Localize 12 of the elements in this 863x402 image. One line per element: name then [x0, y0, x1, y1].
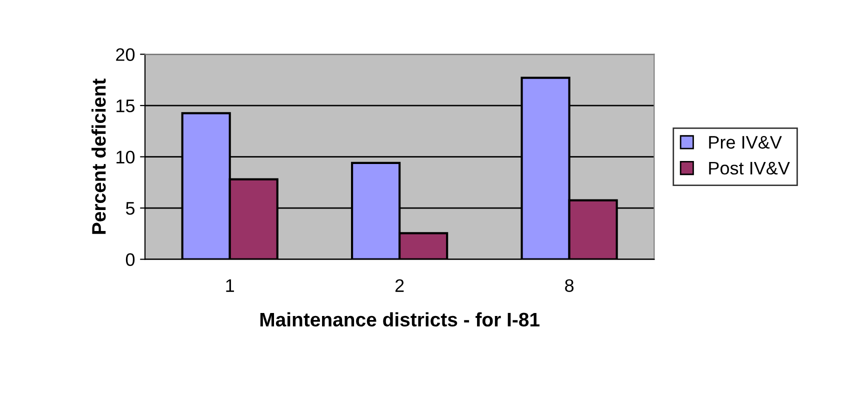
x-tick-label: 1: [226, 279, 234, 292]
legend-label: Post IV&V: [709, 162, 790, 175]
y-tick-label: 15: [116, 100, 135, 112]
x-axis-title: Maintenance districts - for I-81: [260, 312, 540, 327]
y-tick-label: 10: [116, 150, 135, 164]
y-axis-title: Percent deficient: [92, 78, 106, 234]
y-tick-label: 0: [126, 253, 135, 266]
x-tick-label: 8: [565, 279, 574, 292]
legend-label: Pre IV&V: [709, 136, 782, 149]
y-tick-label: 20: [116, 48, 135, 61]
x-tick-label: 2: [395, 279, 404, 292]
y-tick-label: 5: [126, 202, 135, 215]
